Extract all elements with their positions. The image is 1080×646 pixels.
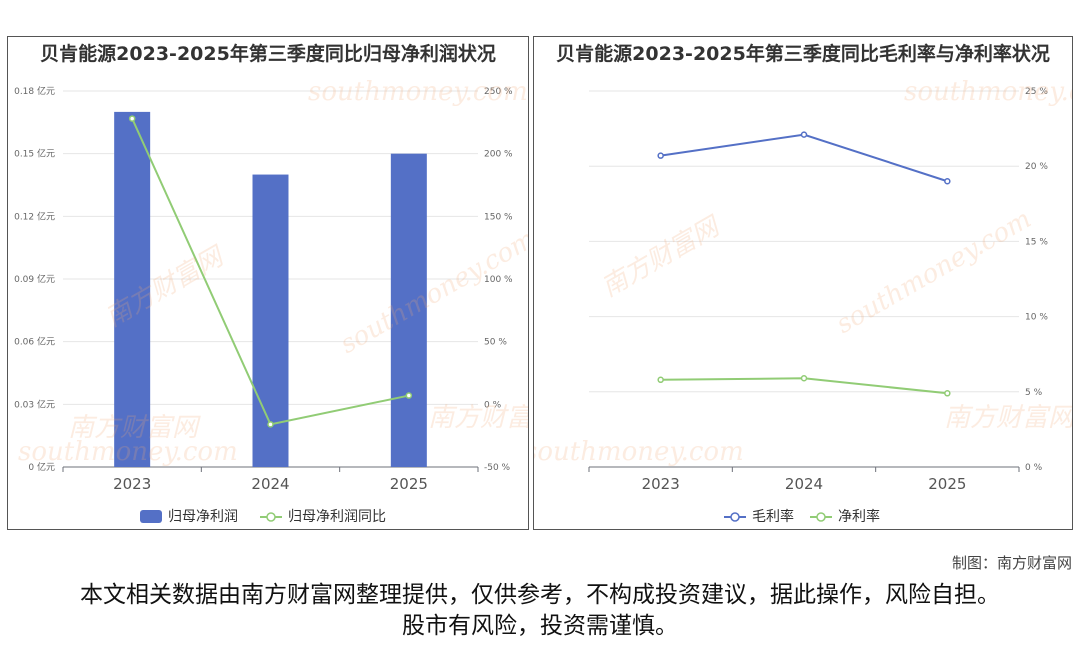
legend-swatch-point — [816, 512, 826, 522]
series-line — [660, 133, 948, 183]
y-right-tick-label: 50 % — [484, 338, 507, 348]
chart-right-title: 贝肯能源2023-2025年第三季度同比毛利率与净利率状况 — [556, 43, 1050, 65]
y-left-tick-label: 0 亿元 — [28, 461, 55, 473]
x-tick-label: 2024 — [251, 475, 289, 493]
y-left-tick-label: 0.03 亿元 — [14, 398, 55, 410]
y-right-tick-label: 5 % — [1025, 388, 1043, 398]
y-right-tick-label: 250 % — [484, 87, 513, 97]
line-point — [800, 375, 808, 382]
chart-right: 贝肯能源2023-2025年第三季度同比毛利率与净利率状况 0 % 5 % 10 %… — [533, 36, 1073, 530]
bar — [114, 111, 151, 467]
line-point — [657, 152, 664, 159]
y-right-tick-label: 20 % — [1025, 162, 1048, 172]
legend-swatch-point — [266, 512, 276, 522]
y-right-tick-label: 15 % — [1025, 237, 1048, 247]
line-point — [944, 390, 951, 397]
bar — [390, 153, 427, 467]
y-right-tick-label: -50 % — [484, 463, 511, 473]
legend-swatch-bar — [140, 510, 162, 523]
bar — [252, 174, 289, 468]
legend-label: 归母净利润同比 — [288, 508, 386, 525]
chart-left-title: 贝肯能源2023-2025年第三季度同比归母净利润状况 — [40, 43, 496, 65]
y-left-tick-label: 0.09 亿元 — [14, 273, 55, 285]
y-right-tick-label: 25 % — [1025, 87, 1048, 97]
line-point — [405, 392, 413, 399]
line-point — [128, 115, 136, 122]
y-right-tick-label: 200 % — [484, 150, 513, 160]
y-left-tick-label: 0.06 亿元 — [14, 336, 55, 348]
x-tick-label: 2025 — [928, 475, 966, 493]
x-tick-label: 2023 — [642, 475, 680, 493]
line-point — [267, 421, 274, 428]
legend-label: 净利率 — [838, 508, 880, 525]
y-right-tick-label: 0 % — [484, 400, 502, 410]
y-left-tick-label: 0.18 亿元 — [14, 85, 55, 97]
y-right-tick-label: 150 % — [484, 212, 513, 222]
y-left-tick-label: 0.12 亿元 — [14, 210, 55, 222]
legend-label: 毛利率 — [752, 508, 794, 525]
chart-left: 贝肯能源2023-2025年第三季度同比归母净利润状况 0 亿元 -50 % 0.0… — [7, 36, 529, 530]
disclaimer-text: 本文相关数据由南方财富网整理提供，仅供参考，不构成投资建议，据此操作，风险自担。… — [80, 582, 1000, 639]
chart-left-svg: 0 亿元 -50 % 0.03 亿元 0 % 0.06 亿元 50 % 0.09 亿元 100… — [14, 85, 513, 525]
line-point — [800, 131, 808, 138]
legend-label: 归母净利润 — [168, 508, 238, 525]
chart-credit: 制图：南方财富网 — [951, 554, 1072, 572]
chart-right-svg: 0 % 5 % 10 % 15 % 20 % 25 % 2023 2024 2025 毛利率 净利率 — [588, 87, 1048, 525]
y-right-tick-label: 100 % — [484, 275, 513, 285]
line-point — [944, 177, 951, 185]
y-left-tick-label: 0.15 亿元 — [14, 148, 55, 160]
legend-swatch-point — [730, 512, 740, 522]
y-right-tick-label: 0 % — [1025, 463, 1043, 473]
x-tick-label: 2025 — [390, 475, 428, 493]
x-tick-label: 2024 — [785, 475, 823, 493]
line-point — [657, 376, 664, 384]
y-right-tick-label: 10 % — [1025, 313, 1048, 323]
x-tick-label: 2023 — [113, 475, 151, 493]
